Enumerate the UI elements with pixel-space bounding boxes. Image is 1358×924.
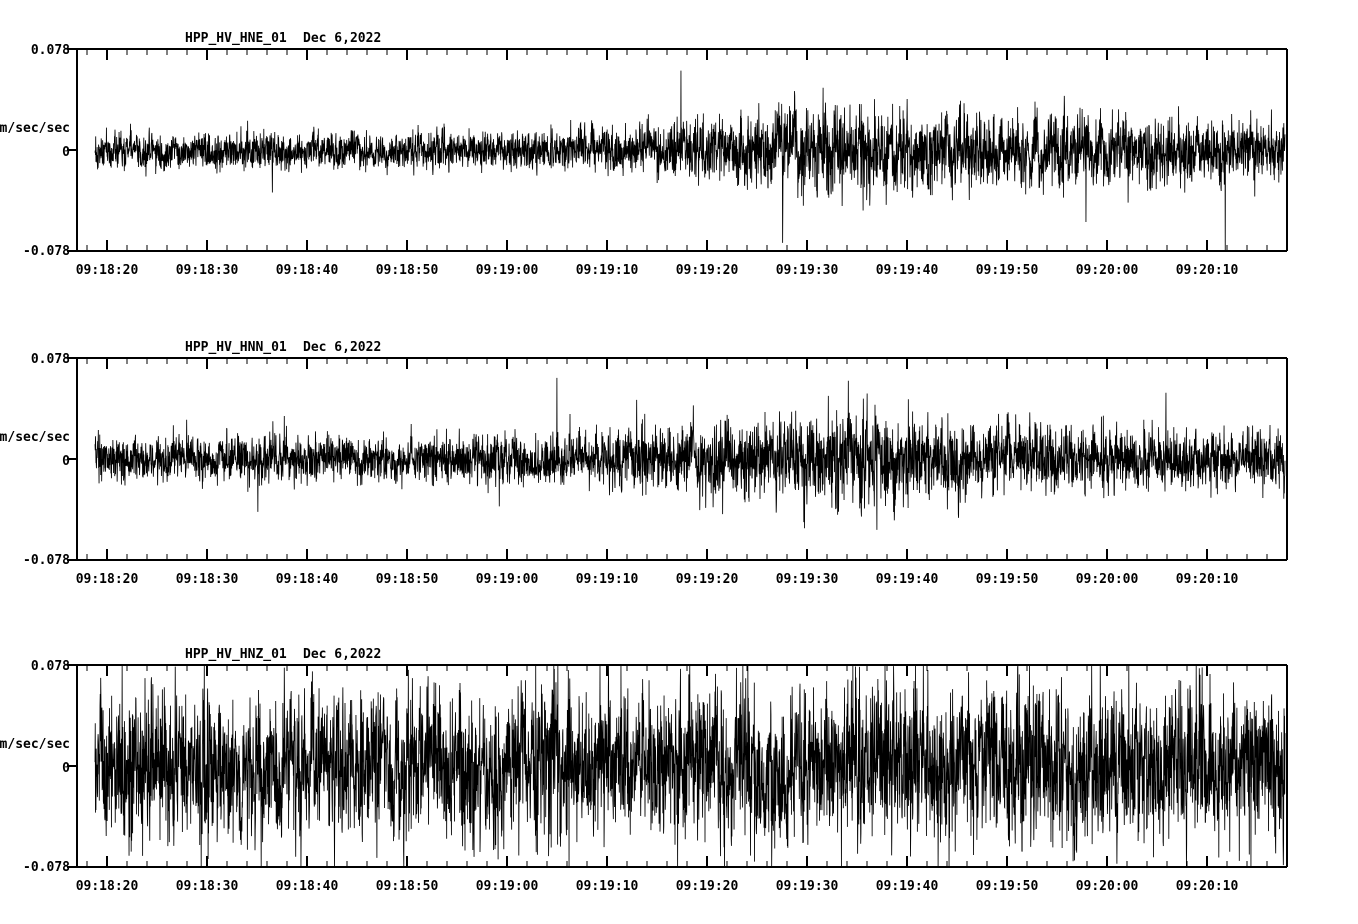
y-axis-ticks bbox=[67, 664, 77, 868]
x-tick-label: 09:19:20 bbox=[676, 879, 739, 894]
x-tick-label: 09:19:30 bbox=[776, 879, 839, 894]
x-tick-label: 09:20:00 bbox=[1076, 879, 1139, 894]
panel-title-date: Dec 6,2022 bbox=[303, 340, 381, 355]
x-tick-label: 09:18:20 bbox=[76, 572, 139, 587]
y-axis-ticks bbox=[67, 48, 77, 252]
x-tick-label: 09:19:00 bbox=[476, 263, 539, 278]
y-tick-label-min: -0.078 bbox=[23, 244, 70, 259]
x-tick-label: 09:18:40 bbox=[276, 263, 339, 278]
x-tick-label: 09:19:20 bbox=[676, 263, 739, 278]
waveform-trace bbox=[94, 377, 1286, 530]
x-tick-labels: 09:18:20 09:18:30 09:18:40 09:18:50 09:19:00… bbox=[76, 572, 1239, 587]
x-tick-label: 09:18:30 bbox=[176, 572, 239, 587]
x-tick-label: 09:18:30 bbox=[176, 263, 239, 278]
x-tick-label: 09:19:20 bbox=[676, 572, 739, 587]
x-tick-labels: 09:18:20 09:18:30 09:18:40 09:18:50 09:19:00… bbox=[76, 879, 1239, 894]
x-tick-label: 09:20:00 bbox=[1076, 572, 1139, 587]
y-axis-unit-label: cm/sec/sec bbox=[0, 121, 70, 136]
x-tick-label: 09:19:10 bbox=[576, 572, 639, 587]
x-tick-label: 09:19:30 bbox=[776, 572, 839, 587]
y-axis-ticks bbox=[67, 357, 77, 561]
y-tick-label-max: 0.078 bbox=[31, 659, 70, 674]
x-axis-ticks bbox=[86, 665, 1268, 867]
plot-frame bbox=[76, 357, 1288, 561]
panel-title-date: Dec 6,2022 bbox=[303, 31, 381, 46]
x-tick-labels: 09:18:20 09:18:30 09:18:40 09:18:50 09:19:00… bbox=[76, 263, 1239, 278]
seismogram-panel-hnz: HPP_HV_HNZ_01 Dec 6,2022 0.078 0 -0.078 cm/se… bbox=[0, 616, 1358, 924]
panel-title-station: HPP_HV_HNE_01 bbox=[185, 31, 287, 46]
x-tick-label: 09:19:40 bbox=[876, 572, 939, 587]
y-tick-label-zero: 0 bbox=[62, 761, 70, 776]
x-tick-label: 09:19:00 bbox=[476, 879, 539, 894]
x-tick-label: 09:18:50 bbox=[376, 572, 439, 587]
y-tick-label-min: -0.078 bbox=[23, 860, 70, 875]
seismogram-panel-hne: HPP_HV_HNE_01 Dec 6,2022 0.078 0 -0.078 cm/se… bbox=[0, 0, 1358, 308]
x-tick-label: 09:19:50 bbox=[976, 263, 1039, 278]
x-tick-label: 09:18:20 bbox=[76, 879, 139, 894]
x-tick-label: 09:18:20 bbox=[76, 263, 139, 278]
y-axis-unit-label: cm/sec/sec bbox=[0, 430, 70, 445]
panel-title-station: HPP_HV_HNZ_01 bbox=[185, 647, 287, 662]
y-tick-label-max: 0.078 bbox=[31, 352, 70, 367]
x-tick-label: 09:19:00 bbox=[476, 572, 539, 587]
y-tick-label-zero: 0 bbox=[62, 454, 70, 469]
x-tick-label: 09:18:50 bbox=[376, 879, 439, 894]
x-tick-label: 09:19:50 bbox=[976, 572, 1039, 587]
panel-title-station: HPP_HV_HNN_01 bbox=[185, 340, 287, 355]
x-tick-label: 09:19:10 bbox=[576, 263, 639, 278]
x-tick-label: 09:18:30 bbox=[176, 879, 239, 894]
x-tick-label: 09:18:40 bbox=[276, 572, 339, 587]
y-axis-unit-label: cm/sec/sec bbox=[0, 737, 70, 752]
x-tick-label: 09:19:50 bbox=[976, 879, 1039, 894]
plot-frame bbox=[76, 664, 1288, 868]
y-tick-label-max: 0.078 bbox=[31, 43, 70, 58]
x-tick-label: 09:19:10 bbox=[576, 879, 639, 894]
panel-title-date: Dec 6,2022 bbox=[303, 647, 381, 662]
plot-frame bbox=[76, 48, 1288, 252]
x-tick-label: 09:20:10 bbox=[1176, 879, 1239, 894]
waveform-trace bbox=[94, 70, 1286, 251]
x-tick-label: 09:19:40 bbox=[876, 879, 939, 894]
waveform-trace bbox=[94, 665, 1286, 867]
x-axis-ticks bbox=[86, 49, 1268, 251]
x-tick-label: 09:20:10 bbox=[1176, 263, 1239, 278]
seismogram-panel-hnn: HPP_HV_HNN_01 Dec 6,2022 0.078 0 -0.078 cm/se… bbox=[0, 309, 1358, 617]
x-tick-label: 09:18:40 bbox=[276, 879, 339, 894]
x-axis-ticks bbox=[86, 358, 1268, 560]
x-tick-label: 09:20:00 bbox=[1076, 263, 1139, 278]
x-tick-label: 09:20:10 bbox=[1176, 572, 1239, 587]
x-tick-label: 09:19:40 bbox=[876, 263, 939, 278]
y-tick-label-min: -0.078 bbox=[23, 553, 70, 568]
x-tick-label: 09:19:30 bbox=[776, 263, 839, 278]
y-tick-label-zero: 0 bbox=[62, 145, 70, 160]
x-tick-label: 09:18:50 bbox=[376, 263, 439, 278]
